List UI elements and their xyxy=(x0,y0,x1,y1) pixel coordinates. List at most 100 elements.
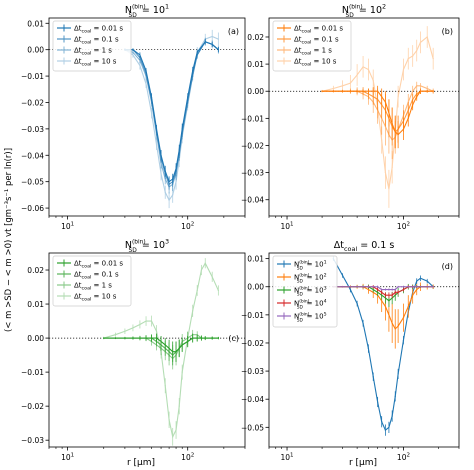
data-point xyxy=(356,74,358,76)
data-point xyxy=(349,288,351,291)
data-point xyxy=(160,162,162,164)
legend-swatch xyxy=(57,46,71,54)
data-point xyxy=(426,87,428,90)
data-point xyxy=(155,144,158,146)
data-point xyxy=(377,401,379,403)
data-point xyxy=(204,38,206,40)
series-3 xyxy=(321,81,434,160)
data-point xyxy=(164,351,166,353)
data-point xyxy=(181,371,183,373)
legend-box xyxy=(272,20,352,72)
data-point xyxy=(187,101,189,104)
x-axis-label: r [μm] xyxy=(349,458,377,468)
legend-swatch xyxy=(277,312,291,320)
data-point xyxy=(381,294,383,296)
data-point xyxy=(388,300,390,302)
data-point xyxy=(367,347,370,350)
data-point xyxy=(164,385,166,387)
x-tick-label: 102 xyxy=(181,222,194,232)
y-tick-label: −0.02 xyxy=(21,98,44,107)
x-tick-label: 102 xyxy=(397,222,410,232)
data-point xyxy=(139,59,141,61)
data-point xyxy=(412,55,414,57)
series-line xyxy=(321,36,434,189)
data-point xyxy=(181,340,183,343)
data-point xyxy=(416,85,418,87)
legend-entry: Δtcoal = 0.1 s xyxy=(74,271,119,281)
data-point xyxy=(397,96,399,98)
data-point xyxy=(321,90,323,92)
data-point xyxy=(419,41,422,44)
legend-entry: Δtcoal = 0.01 s xyxy=(74,260,123,270)
legend-entry: Δtcoal = 1 s xyxy=(74,47,112,57)
data-point xyxy=(416,93,418,95)
y-tick-label: −0.04 xyxy=(241,196,264,205)
data-point xyxy=(391,294,393,296)
data-point xyxy=(172,194,174,196)
y-tick-label: −0.02 xyxy=(241,141,264,150)
data-point xyxy=(168,186,170,188)
y-tick-label: 0.02 xyxy=(27,266,44,275)
data-point xyxy=(377,286,379,288)
y-tick-label: 0.02 xyxy=(247,33,264,42)
data-point xyxy=(132,327,134,329)
data-point xyxy=(397,128,399,130)
data-point xyxy=(132,54,134,56)
y-tick-label: −0.02 xyxy=(241,339,264,348)
data-point xyxy=(391,322,393,324)
data-point xyxy=(341,274,344,277)
data-point xyxy=(164,178,166,180)
panel-tag: (a) xyxy=(228,27,239,36)
data-point xyxy=(362,93,364,95)
legend-swatch xyxy=(57,24,71,32)
plot-frame xyxy=(268,252,460,448)
data-point xyxy=(384,288,387,291)
data-point xyxy=(211,35,213,38)
data-point xyxy=(377,288,379,291)
y-tick-label: −0.03 xyxy=(21,125,44,134)
data-point xyxy=(145,75,147,77)
data-point xyxy=(200,337,202,339)
y-tick-label: −0.04 xyxy=(241,395,264,404)
y-tick-label: −0.05 xyxy=(21,178,44,187)
data-point xyxy=(381,117,383,119)
data-point xyxy=(397,286,399,288)
data-point xyxy=(150,101,153,104)
data-point xyxy=(356,90,358,92)
data-point xyxy=(349,90,351,92)
data-point xyxy=(103,337,105,339)
data-point xyxy=(412,294,414,296)
data-point xyxy=(372,286,374,288)
data-point xyxy=(391,166,393,168)
data-point xyxy=(356,286,358,288)
legend-entry: N(bin) SD = 105 xyxy=(294,311,327,323)
legend-entry: Δtcoal = 0.1 s xyxy=(74,36,119,46)
data-point xyxy=(349,286,351,288)
data-point xyxy=(124,330,126,332)
data-point xyxy=(426,280,428,282)
data-point xyxy=(160,173,162,175)
data-point xyxy=(187,104,189,106)
data-point xyxy=(412,286,414,288)
panel-title: N(bin) SD = 101 xyxy=(125,3,169,19)
data-point xyxy=(367,286,370,288)
legend-swatch xyxy=(57,270,71,278)
data-point xyxy=(394,136,396,138)
data-point xyxy=(178,154,180,156)
data-point xyxy=(407,305,409,308)
data-point xyxy=(384,305,387,308)
y-tick-label: 0.01 xyxy=(27,300,44,309)
y-axis-label: (< m >SD − < m >0) vt [gm⁻³s⁻¹ per ln(r)… xyxy=(4,148,14,332)
data-point xyxy=(181,136,183,138)
data-point xyxy=(416,286,418,288)
series-5 xyxy=(332,285,434,291)
data-point xyxy=(367,68,370,71)
data-point xyxy=(192,334,194,336)
y-tick-label: 0.00 xyxy=(247,87,264,96)
data-point xyxy=(372,288,374,291)
legend-swatch xyxy=(277,260,291,268)
data-point xyxy=(139,337,141,339)
data-point xyxy=(402,288,405,291)
data-point xyxy=(211,337,213,339)
